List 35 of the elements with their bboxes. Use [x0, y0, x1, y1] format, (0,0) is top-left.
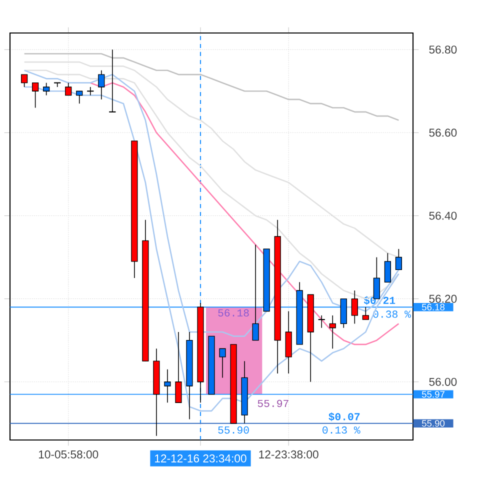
candlestick: [76, 90, 83, 104]
y-tick-label: 56.60: [429, 128, 457, 137]
candlestick: [32, 82, 39, 108]
y-tick-label: 56.80: [429, 46, 457, 54]
candlestick: [21, 74, 28, 88]
candlestick: [98, 70, 105, 100]
candlestick: [175, 332, 182, 404]
y-tick-label: 56.40: [429, 212, 457, 220]
candlestick: [43, 82, 50, 96]
candlestick: [351, 290, 358, 324]
candlestick: [318, 315, 326, 328]
x-tick-label: 12-23:38:00: [259, 450, 318, 458]
candlestick: [164, 369, 171, 404]
candlestick: [252, 244, 259, 341]
candlestick: [54, 82, 62, 88]
x-tick-label: 10-05:58:00: [38, 450, 98, 458]
candlestick: [65, 82, 72, 96]
candlestick: [86, 86, 94, 96]
ref-line-label: 56.18: [422, 304, 445, 310]
candlestick: [219, 348, 226, 378]
y-tick-label: 56.20: [429, 294, 457, 303]
ref-line-label: 55.97: [422, 391, 444, 398]
ref-line-label: 55.90: [422, 420, 445, 427]
candlestick: [108, 49, 116, 112]
candlestick: [362, 306, 369, 320]
x-tick-label: 12-12-16 23:34:00: [155, 454, 246, 462]
annotation: 56.18: [218, 309, 249, 317]
candlestick: [395, 248, 402, 270]
y-tick-label: 56.00: [429, 378, 457, 386]
annotation: 55.90: [218, 426, 249, 434]
candlestick: [329, 315, 336, 350]
candlestick: [384, 252, 391, 283]
annotation: 55.97: [258, 400, 288, 408]
annotation: $0.07: [328, 412, 360, 422]
annotation: 0.13 %: [322, 426, 360, 434]
